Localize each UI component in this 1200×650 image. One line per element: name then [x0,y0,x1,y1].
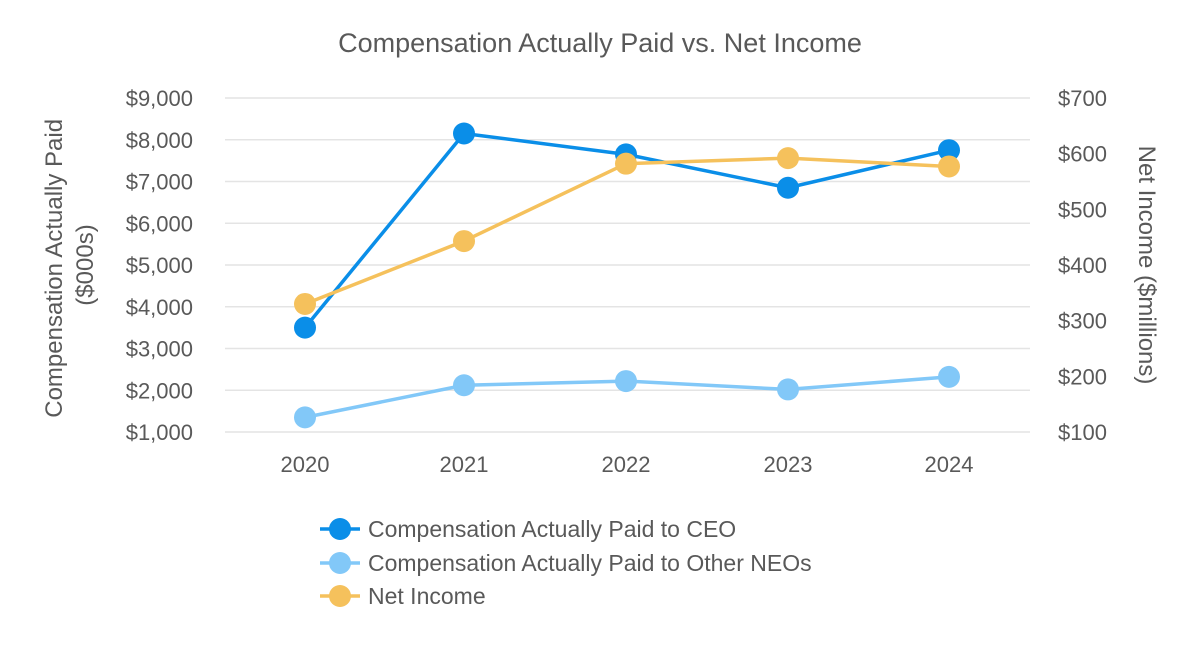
x-tick-label: 2020 [281,452,330,477]
data-point [938,365,960,388]
left-axis-title-line-2: ($000s) [72,224,99,305]
data-point [294,292,316,315]
legend-marker [329,518,351,540]
data-point [294,406,316,429]
legend-label: Compensation Actually Paid to Other NEOs [368,550,812,576]
data-point [777,378,799,401]
right-tick-label: $300 [1058,309,1107,334]
data-point [453,122,475,145]
x-tick-label: 2021 [440,452,489,477]
legend-label: Compensation Actually Paid to CEO [368,516,736,542]
series-layer [294,122,960,429]
left-tick-label: $1,000 [126,420,193,445]
data-point [615,370,637,393]
legend-item: Net Income [320,583,486,609]
left-axis-title-line-1: Compensation Actually Paid [41,119,68,418]
right-tick-label: $600 [1058,142,1107,167]
legend-item: Compensation Actually Paid to Other NEOs [320,550,812,576]
legend-label: Net Income [368,583,486,609]
gridlines [225,97,1030,433]
right-tick-label: $200 [1058,364,1107,389]
left-axis-ticks: $1,000 $2,000 $3,000 $4,000 $5,000 $6,000 $7,0… [126,86,193,445]
x-tick-label: 2024 [925,452,974,477]
right-tick-label: $100 [1058,420,1107,445]
chart-title: Compensation Actually Paid vs. Net Incom… [338,28,862,58]
data-point [777,147,799,170]
series-compensation-actually-paid-to-other-neos [294,365,960,429]
data-point [938,155,960,178]
right-tick-label: $700 [1058,86,1107,111]
left-tick-label: $6,000 [126,211,193,236]
left-tick-label: $7,000 [126,170,193,195]
series-line [304,156,950,306]
data-point [615,152,637,175]
legend-item: Compensation Actually Paid to CEO [320,516,736,542]
data-point [777,176,799,199]
x-tick-label: 2022 [602,452,651,477]
right-axis-title: Net Income ($millions) [1133,146,1160,385]
left-axis-title: Compensation Actually Paid ($000s) [41,112,99,418]
right-tick-label: $500 [1058,197,1107,222]
right-tick-label: $400 [1058,253,1107,278]
left-tick-label: $5,000 [126,253,193,278]
left-tick-label: $2,000 [126,378,193,403]
data-point [453,374,475,397]
legend-marker [329,552,351,574]
left-tick-label: $3,000 [126,337,193,362]
legend: Compensation Actually Paid to CEO Compens… [320,516,812,609]
right-axis-ticks: $100 $200 $300 $400 $500 $600 $700 [1058,86,1107,445]
x-axis-ticks: 2020 2021 2022 2023 2024 [281,452,974,477]
left-tick-label: $4,000 [126,295,193,320]
x-tick-label: 2023 [764,452,813,477]
data-point [294,316,316,339]
left-tick-label: $9,000 [126,86,193,111]
series-net-income [294,147,960,315]
data-point [938,139,960,162]
left-tick-label: $8,000 [126,128,193,153]
data-point [453,230,475,253]
legend-marker [329,585,351,607]
